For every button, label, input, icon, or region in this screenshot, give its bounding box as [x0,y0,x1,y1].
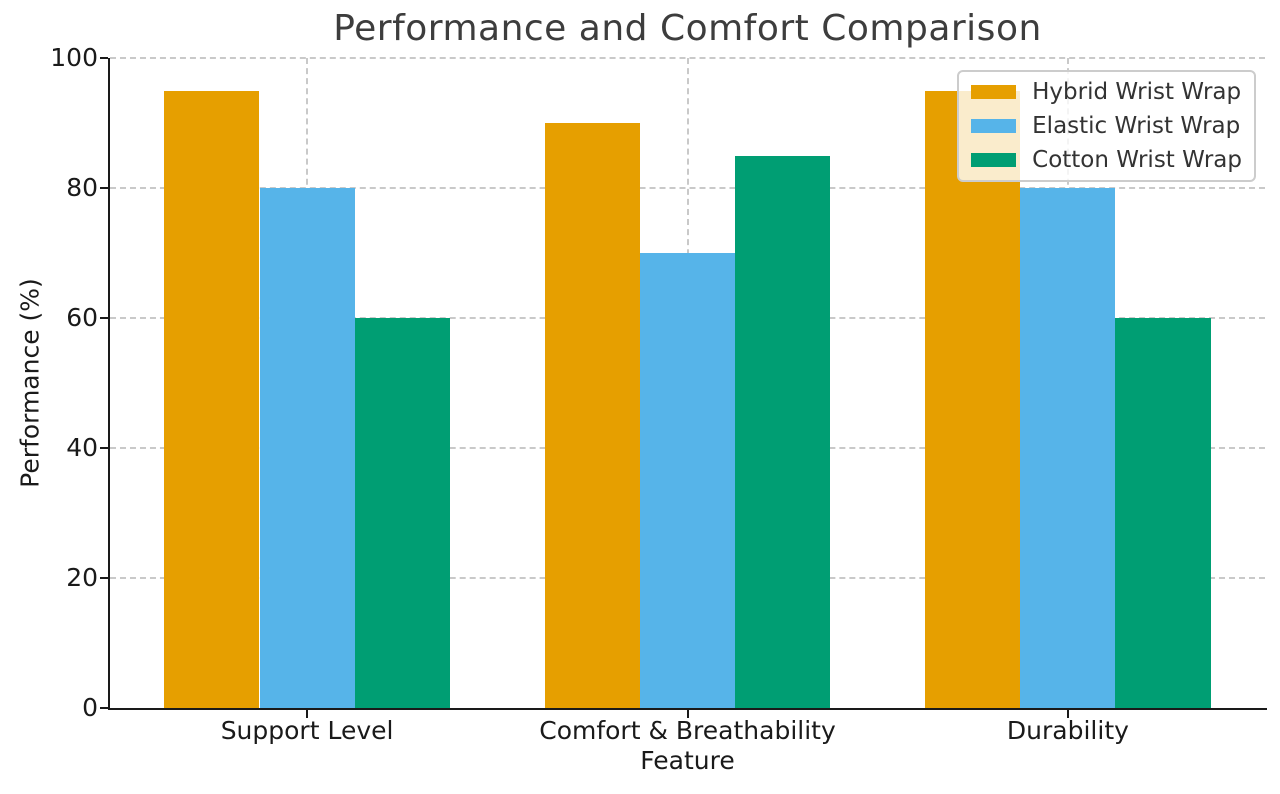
y-tick-label: 20 [66,563,98,592]
y-tick-label: 100 [50,43,98,72]
bar-cotton-wrist-wrap-durability [1115,318,1211,708]
legend-item-hybrid-wrist-wrap: Hybrid Wrist Wrap [971,79,1242,105]
x-tick-label: Durability [1006,716,1129,745]
y-tick-label: 40 [66,433,98,462]
legend-label: Hybrid Wrist Wrap [1032,79,1242,105]
y-axis-spine [108,58,110,710]
x-tick-mark [1066,710,1069,718]
y-tick-mark [100,707,108,709]
y-tick-mark [100,57,108,59]
x-axis-label: Feature [640,746,735,775]
x-axis-spine [108,708,1267,710]
legend-item-elastic-wrist-wrap: Elastic Wrist Wrap [971,113,1242,139]
x-tick-mark [306,710,309,718]
y-tick-mark [100,447,108,449]
x-tick-mark [686,710,689,718]
chart-title: Performance and Comfort Comparison [333,8,1042,49]
bar-elastic-wrist-wrap-durability [1020,188,1116,708]
y-tick-mark [100,317,108,319]
y-tick-label: 80 [66,173,98,202]
y-tick-label: 60 [66,303,98,332]
x-tick-label: Support Level [220,716,394,745]
bar-hybrid-wrist-wrap-durability [925,90,1021,708]
bar-hybrid-wrist-wrap-support-level [164,90,260,708]
y-tick-mark [100,187,108,189]
x-tick-label: Comfort & Breathability [539,716,836,745]
y-tick-mark [100,577,108,579]
legend: Hybrid Wrist Wrap Elastic Wrist Wrap Cotto… [957,70,1256,182]
bar-cotton-wrist-wrap-comfort-breathability [735,155,831,708]
plot-area: Hybrid Wrist Wrap Elastic Wrist Wrap Cotto… [50,43,1267,745]
legend-label: Cotton Wrist Wrap [1032,147,1242,173]
y-tick-label: 0 [82,693,98,722]
bar-cotton-wrist-wrap-support-level [354,318,450,708]
legend-item-cotton-wrist-wrap: Cotton Wrist Wrap [971,147,1242,173]
legend-label: Elastic Wrist Wrap [1032,113,1241,139]
legend-swatch-elastic-wrist-wrap [971,119,1017,133]
legend-swatch-hybrid-wrist-wrap [971,85,1017,99]
bar-elastic-wrist-wrap-comfort-breathability [639,253,736,708]
bar-hybrid-wrist-wrap-comfort-breathability [544,123,640,708]
bar-elastic-wrist-wrap-support-level [259,188,355,708]
legend-swatch-cotton-wrist-wrap [971,153,1017,167]
